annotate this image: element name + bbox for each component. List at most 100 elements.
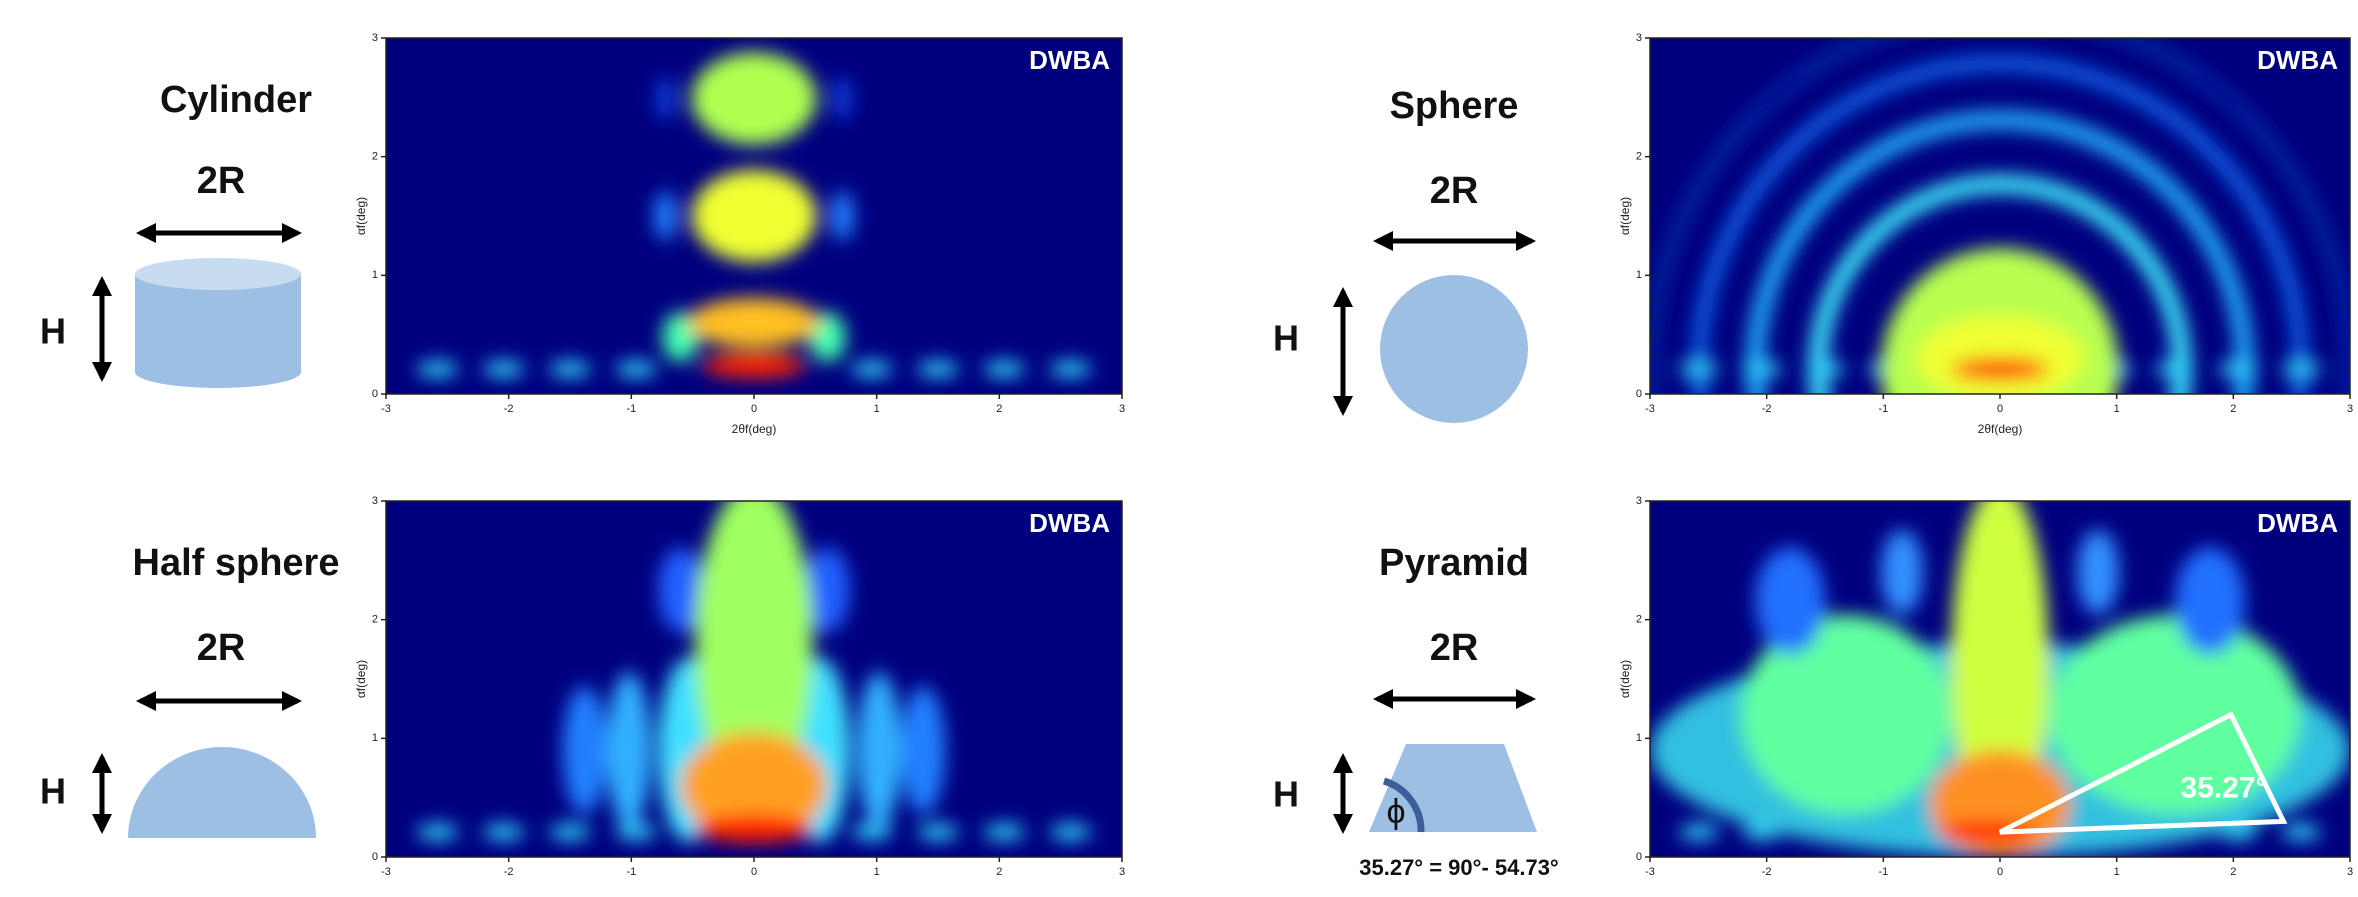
blob <box>691 170 816 263</box>
angle-label: 35.27° <box>2180 771 2267 804</box>
shape-title: Pyramid <box>1379 542 1529 584</box>
x-tick-label: 1 <box>874 866 880 878</box>
y-tick-label: 0 <box>372 851 378 863</box>
x-tick-label: 0 <box>1997 403 2003 415</box>
x-tick-label: -3 <box>1645 866 1655 878</box>
blob <box>417 361 458 377</box>
blob <box>851 824 892 840</box>
blob <box>1679 824 1718 840</box>
blob <box>702 353 805 378</box>
width-label: 2R <box>197 160 246 202</box>
blob <box>984 824 1025 840</box>
blob <box>688 298 820 348</box>
y-tick-label: 2 <box>1636 151 1642 163</box>
y-tick-label: 1 <box>1636 732 1642 744</box>
blob <box>483 361 524 377</box>
blob <box>656 77 675 120</box>
equation: 35.27° = 90°- 54.73° <box>1359 855 1558 880</box>
x-tick-label: 1 <box>874 403 880 415</box>
blob <box>691 52 816 145</box>
height-label: H <box>40 771 66 812</box>
half-sphere-diagram: Half sphere 2R H <box>40 542 339 838</box>
figure: Cylinder 2R H Half sphere 2R H Sphere 2R… <box>0 0 2358 897</box>
blob <box>851 361 892 377</box>
x-tick-label: 0 <box>751 403 757 415</box>
blob <box>1805 361 1844 377</box>
x-tick-label: 1 <box>2114 866 2120 878</box>
blob <box>2218 361 2257 377</box>
blob <box>917 361 958 377</box>
blob <box>831 191 855 241</box>
x-tick-label: -1 <box>626 403 636 415</box>
y-tick-label: 3 <box>1636 32 1642 44</box>
y-tick-label: 2 <box>372 614 378 626</box>
x-tick-label: 3 <box>1119 866 1125 878</box>
blob <box>1881 529 1923 614</box>
x-tick-label: -1 <box>1878 866 1888 878</box>
x-tick-label: -3 <box>1645 403 1655 415</box>
shape-title: Cylinder <box>160 79 312 121</box>
y-tick-label: 1 <box>372 269 378 281</box>
blob <box>483 824 524 840</box>
x-tick-label: 0 <box>751 866 757 878</box>
x-axis-label: 2θf(deg) <box>1978 422 2023 436</box>
blob <box>833 77 852 120</box>
blob <box>2281 361 2320 377</box>
y-axis-label: αf(deg) <box>1618 660 1632 698</box>
blob <box>1050 824 1091 840</box>
blob <box>549 361 590 377</box>
blob <box>984 361 1025 377</box>
height-label: H <box>1273 318 1299 359</box>
y-tick-label: 3 <box>372 495 378 507</box>
blob <box>607 672 651 829</box>
pyramid-diagram: Pyramid 2R ϕ H 35.27° = 90°- 54.73° <box>1273 542 1559 880</box>
x-tick-label: 3 <box>1119 403 1125 415</box>
y-tick-label: 2 <box>372 151 378 163</box>
x-tick-label: -2 <box>1762 866 1772 878</box>
blob <box>1742 361 1781 377</box>
blob <box>2281 824 2320 840</box>
blob <box>654 191 678 241</box>
x-tick-label: 2 <box>996 866 1002 878</box>
method-label: DWBA <box>1029 508 1110 538</box>
x-tick-label: -2 <box>504 403 514 415</box>
blob <box>2155 361 2194 377</box>
blob <box>563 686 607 814</box>
x-tick-label: -3 <box>381 866 391 878</box>
height-label: H <box>1273 774 1299 815</box>
blob <box>901 686 945 814</box>
x-tick-label: -2 <box>504 866 514 878</box>
x-tick-label: -3 <box>381 403 391 415</box>
x-tick-label: 2 <box>996 403 1002 415</box>
y-tick-label: 0 <box>1636 388 1642 400</box>
angle-symbol: ϕ <box>1386 793 1405 831</box>
x-axis-label: 2θf(deg) <box>732 422 777 436</box>
y-axis-label: αf(deg) <box>354 197 368 235</box>
blob <box>857 672 901 829</box>
width-label: 2R <box>197 627 246 669</box>
x-tick-label: 3 <box>2347 866 2353 878</box>
cylinder-body <box>135 274 301 388</box>
blob <box>695 814 813 842</box>
x-tick-label: -1 <box>1878 403 1888 415</box>
shape-title: Half sphere <box>133 542 340 584</box>
y-tick-label: 3 <box>1636 495 1642 507</box>
x-tick-label: 2 <box>2230 866 2236 878</box>
shape-title: Sphere <box>1390 85 1519 127</box>
blob <box>2175 547 2245 654</box>
blob <box>1679 361 1718 377</box>
blob <box>616 824 657 840</box>
x-tick-label: 1 <box>2114 403 2120 415</box>
blob <box>616 361 657 377</box>
x-tick-label: 3 <box>2347 403 2353 415</box>
x-tick-label: -1 <box>626 866 636 878</box>
y-tick-label: 0 <box>1636 851 1642 863</box>
y-tick-label: 0 <box>372 388 378 400</box>
method-label: DWBA <box>2257 508 2338 538</box>
y-tick-label: 1 <box>372 732 378 744</box>
blob <box>917 824 958 840</box>
blob <box>2077 529 2119 614</box>
cylinder-diagram: Cylinder 2R H <box>40 79 312 388</box>
x-tick-label: 0 <box>1997 866 2003 878</box>
width-label: 2R <box>1430 627 1479 669</box>
